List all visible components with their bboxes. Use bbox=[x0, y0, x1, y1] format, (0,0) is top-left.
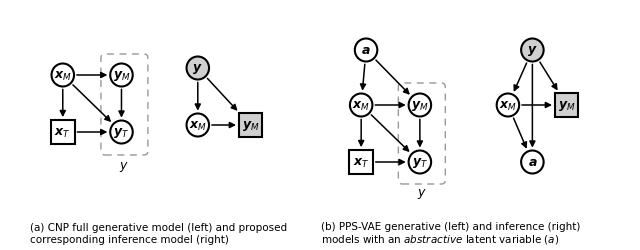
Text: $\boldsymbol{y}_M$: $\boldsymbol{y}_M$ bbox=[411, 98, 429, 112]
Circle shape bbox=[408, 151, 431, 174]
Circle shape bbox=[186, 114, 209, 137]
Text: $\boldsymbol{y}_T$: $\boldsymbol{y}_T$ bbox=[113, 126, 129, 140]
Text: $\boldsymbol{x}_T$: $\boldsymbol{x}_T$ bbox=[54, 126, 71, 139]
Text: $\boldsymbol{y}_M$: $\boldsymbol{y}_M$ bbox=[242, 118, 259, 132]
Text: $\boldsymbol{y}_M$: $\boldsymbol{y}_M$ bbox=[558, 98, 575, 112]
Text: $y$: $y$ bbox=[120, 159, 129, 173]
Text: (b) PPS-VAE generative (left) and inference (right)
models with an $\it{abstract: (b) PPS-VAE generative (left) and infere… bbox=[321, 221, 581, 246]
Bar bbox=[239, 114, 262, 138]
Circle shape bbox=[110, 64, 132, 87]
Text: $\boldsymbol{x}_T$: $\boldsymbol{x}_T$ bbox=[353, 156, 369, 169]
Circle shape bbox=[350, 94, 372, 117]
Text: $\boldsymbol{a}$: $\boldsymbol{a}$ bbox=[361, 44, 371, 57]
Text: $\boldsymbol{y}$: $\boldsymbol{y}$ bbox=[527, 44, 538, 58]
Circle shape bbox=[521, 151, 543, 174]
Circle shape bbox=[52, 64, 74, 87]
Circle shape bbox=[355, 39, 378, 62]
Text: $\boldsymbol{y}$: $\boldsymbol{y}$ bbox=[193, 62, 203, 76]
Text: $\boldsymbol{a}$: $\boldsymbol{a}$ bbox=[527, 156, 537, 169]
Text: $\boldsymbol{x}_M$: $\boldsymbol{x}_M$ bbox=[189, 119, 207, 132]
Circle shape bbox=[408, 94, 431, 117]
Text: $y$: $y$ bbox=[417, 186, 427, 200]
Bar bbox=[51, 120, 74, 144]
Text: $\boldsymbol{y}_T$: $\boldsymbol{y}_T$ bbox=[412, 156, 428, 169]
Text: $\boldsymbol{y}_M$: $\boldsymbol{y}_M$ bbox=[113, 69, 131, 83]
Circle shape bbox=[521, 39, 543, 62]
Text: $\boldsymbol{x}_M$: $\boldsymbol{x}_M$ bbox=[54, 69, 72, 82]
Circle shape bbox=[186, 57, 209, 80]
Circle shape bbox=[497, 94, 519, 117]
Circle shape bbox=[110, 121, 132, 144]
Text: $\boldsymbol{x}_M$: $\boldsymbol{x}_M$ bbox=[499, 99, 517, 112]
Text: $\boldsymbol{x}_M$: $\boldsymbol{x}_M$ bbox=[352, 99, 370, 112]
Bar bbox=[349, 150, 373, 174]
Text: (a) CNP full generative model (left) and proposed
corresponding inference model : (a) CNP full generative model (left) and… bbox=[30, 222, 287, 244]
Bar bbox=[555, 94, 579, 118]
